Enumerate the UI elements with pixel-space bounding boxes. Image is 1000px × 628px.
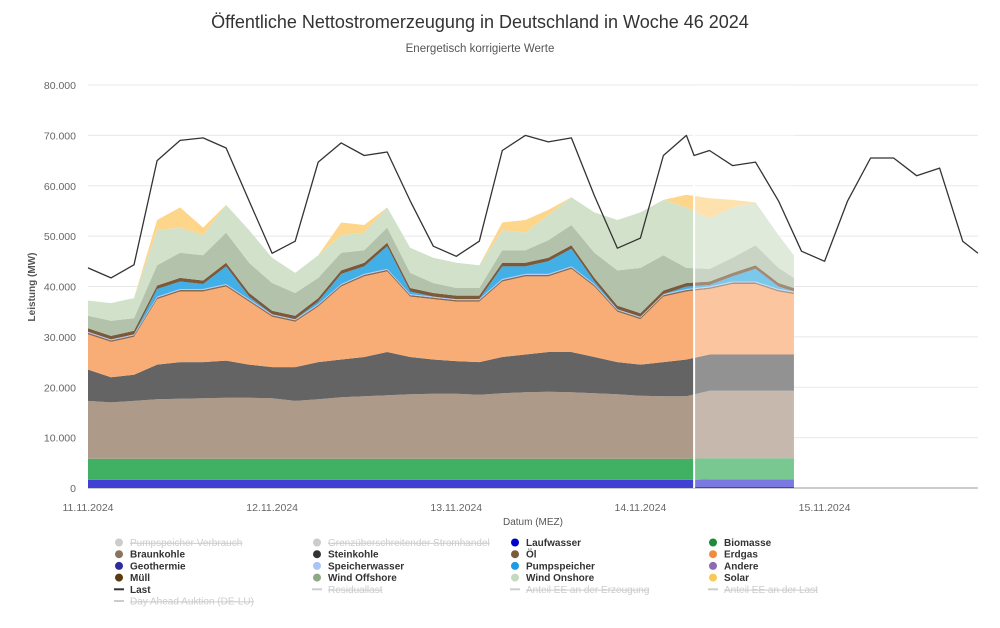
x-tick-label: 11.11.2024 <box>63 502 114 514</box>
x-tick-label: 13.11.2024 <box>430 502 482 514</box>
forecast-region <box>693 85 794 488</box>
x-tick-label: 15.11.2024 <box>799 502 851 514</box>
legend-label: Solar <box>724 573 749 584</box>
legend-label: Braunkohle <box>130 550 185 561</box>
legend-dot-icon <box>511 573 519 582</box>
x-axis: 11.11.2024 12.11.2024 13.11.2024 14.11.2024… <box>63 502 851 514</box>
y-tick-label: 30.000 <box>44 332 76 344</box>
y-axis: 0 10.000 20.000 30.000 40.000 50.000 60.000 70.… <box>44 80 76 495</box>
legend-dot-icon <box>313 538 321 547</box>
legend-label: Steinkohle <box>328 550 379 561</box>
legend-item[interactable]: Residuallast <box>312 585 383 596</box>
legend-item[interactable]: Grenzüberschreitender Stromhandel <box>313 538 490 549</box>
y-tick-label: 10.000 <box>44 433 76 445</box>
legend-dot-icon <box>115 561 123 570</box>
legend-label: Biomasse <box>724 538 772 549</box>
legend-dot-icon <box>313 561 321 570</box>
legend-label: Müll <box>130 573 150 584</box>
legend-label: Anteil EE an der Erzeugung <box>526 585 649 596</box>
legend-label: Grenzüberschreitender Stromhandel <box>328 538 490 549</box>
legend-dot-icon <box>709 538 717 547</box>
legend-dot-icon <box>709 561 717 570</box>
legend-item[interactable]: Geothermie <box>115 561 186 572</box>
legend-item[interactable]: Day Ahead Auktion (DE-LU) <box>114 597 254 608</box>
forecast-overlay <box>694 85 794 487</box>
legend-label: Erdgas <box>724 550 758 561</box>
area-steinkohle[interactable] <box>88 352 794 403</box>
area-biomasse[interactable] <box>88 458 794 480</box>
legend-item[interactable]: Last <box>114 585 151 596</box>
legend-label: Laufwasser <box>526 538 581 549</box>
legend-label: Wind Onshore <box>526 573 595 584</box>
legend-item[interactable]: Wind Offshore <box>313 573 397 584</box>
legend-dot-icon <box>115 538 123 547</box>
area-wind-offshore[interactable] <box>88 225 794 336</box>
legend-item[interactable]: Pumpspeicher <box>511 561 595 572</box>
legend-label: Öl <box>526 548 537 561</box>
legend-label: Geothermie <box>130 561 186 572</box>
chart-title: Öffentliche Nettostromerzeugung in Deuts… <box>211 12 749 32</box>
legend-dot-icon <box>115 573 123 582</box>
area-braunkohle[interactable] <box>88 390 794 459</box>
legend-item[interactable]: Öl <box>511 548 537 561</box>
y-tick-label: 50.000 <box>44 231 76 243</box>
legend-item[interactable]: Anteil EE an der Last <box>708 585 818 596</box>
legend-item[interactable]: Laufwasser <box>511 538 581 549</box>
legend-dot-icon <box>709 550 717 559</box>
legend-item[interactable]: Müll <box>115 573 150 584</box>
legend-label: Day Ahead Auktion (DE-LU) <box>130 597 254 608</box>
legend-dot-icon <box>511 550 519 559</box>
legend-label: Wind Offshore <box>328 573 397 584</box>
legend-dot-icon <box>709 573 717 582</box>
area-erdgas[interactable] <box>88 268 794 378</box>
legend-item[interactable]: Anteil EE an der Erzeugung <box>510 585 649 596</box>
legend-dot-icon <box>313 573 321 582</box>
chart-subtitle: Energetisch korrigierte Werte <box>406 43 555 55</box>
stacked-areas <box>88 194 794 488</box>
legend-label: Residuallast <box>328 585 383 596</box>
legend-item[interactable]: Pumpspeicher Verbrauch <box>115 538 242 549</box>
legend-label: Last <box>130 585 151 596</box>
legend-dot-icon <box>511 538 519 547</box>
legend-label: Pumpspeicher <box>526 561 595 572</box>
series-last[interactable] <box>87 134 979 279</box>
legend-dot-icon <box>313 550 321 559</box>
legend-label: Speicherwasser <box>328 561 404 572</box>
legend-item[interactable]: Wind Onshore <box>511 573 595 584</box>
y-tick-label: 80.000 <box>44 80 76 92</box>
y-tick-label: 0 <box>70 483 76 495</box>
y-tick-label: 60.000 <box>44 181 76 193</box>
legend-dot-icon <box>115 550 123 559</box>
legend-label: Anteil EE an der Last <box>724 585 818 596</box>
legend-dot-icon <box>511 561 519 570</box>
area-laufwasser[interactable] <box>88 479 794 488</box>
legend-item[interactable]: Solar <box>709 573 749 584</box>
legend-item[interactable]: Speicherwasser <box>313 561 404 572</box>
legend-item[interactable]: Andere <box>709 561 759 572</box>
load-line <box>87 134 979 279</box>
legend-item[interactable]: Braunkohle <box>115 550 185 561</box>
y-tick-label: 20.000 <box>44 382 76 394</box>
x-tick-label: 12.11.2024 <box>246 502 298 514</box>
legend-label: Pumpspeicher Verbrauch <box>130 538 242 549</box>
x-tick-label: 14.11.2024 <box>615 502 667 514</box>
legend-item[interactable]: Erdgas <box>709 550 758 561</box>
legend: Pumpspeicher Verbrauch Grenzüberschreiten… <box>114 538 818 608</box>
y-tick-label: 40.000 <box>44 282 76 294</box>
legend-label: Andere <box>724 561 759 572</box>
y-axis-title: Leistung (MW) <box>27 253 38 322</box>
x-axis-title: Datum (MEZ) <box>503 517 563 528</box>
area-solar[interactable] <box>88 194 794 304</box>
legend-item[interactable]: Steinkohle <box>313 550 379 561</box>
legend-item[interactable]: Biomasse <box>709 538 772 549</box>
y-tick-label: 70.000 <box>44 130 76 142</box>
area-wind-onshore[interactable] <box>88 197 794 321</box>
